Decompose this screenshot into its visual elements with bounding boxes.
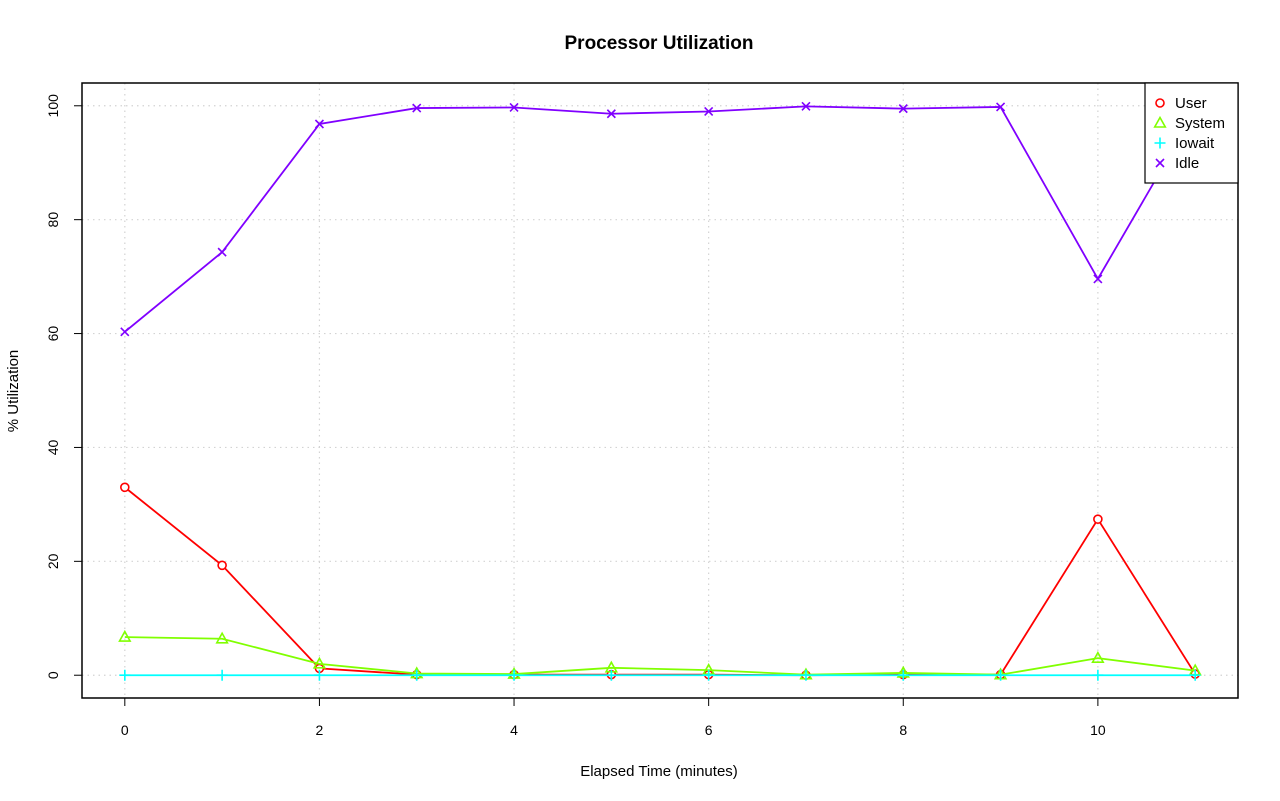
data-point-iowait	[119, 669, 131, 681]
data-point-idle	[606, 109, 616, 119]
legend-label-user: User	[1175, 95, 1207, 112]
data-point-iowait	[897, 669, 909, 681]
legend-label-iowait: Iowait	[1175, 135, 1215, 152]
data-point-iowait	[605, 669, 617, 681]
data-point-iowait	[995, 669, 1007, 681]
y-tick-label: 0	[45, 671, 61, 679]
data-point-iowait	[216, 669, 228, 681]
data-point-idle	[704, 106, 714, 117]
data-point-user	[1093, 514, 1103, 524]
series-layer	[118, 101, 1202, 681]
data-point-user	[217, 560, 227, 571]
data-point-idle	[314, 119, 324, 129]
x-tick-label: 2	[316, 722, 324, 738]
legend-marker-system	[1153, 115, 1167, 128]
data-point-iowait	[800, 669, 812, 681]
x-axis: 0 2 4 6 8 10	[121, 698, 1106, 738]
data-point-idle	[509, 102, 519, 113]
series-line-system	[124, 636, 1196, 676]
data-point-system	[1091, 650, 1105, 663]
y-tick-label: 100	[45, 94, 61, 118]
legend-marker-user	[1155, 98, 1165, 108]
data-point-iowait	[1189, 669, 1201, 681]
x-tick-label: 0	[121, 722, 129, 738]
x-tick-label: 10	[1090, 722, 1106, 738]
y-axis-label: % Utilization	[5, 350, 22, 433]
data-point-iowait	[703, 669, 715, 681]
data-point-iowait	[411, 669, 423, 681]
chart-title: Processor Utilization	[565, 33, 754, 54]
data-point-system	[215, 631, 229, 644]
x-axis-label: Elapsed Time (minutes)	[580, 763, 738, 780]
legend-marker-idle	[1155, 158, 1165, 168]
legend: User System Iowait Idle	[1144, 82, 1239, 184]
data-point-system	[312, 656, 327, 669]
data-point-user	[120, 482, 130, 493]
series-user	[120, 482, 1200, 681]
data-point-iowait	[1092, 669, 1104, 681]
y-tick-label: 40	[45, 439, 61, 455]
x-tick-label: 6	[705, 722, 713, 738]
plot-frame	[81, 82, 1239, 699]
data-point-system	[118, 629, 132, 642]
data-point-idle	[898, 104, 908, 114]
data-point-idle	[217, 247, 227, 257]
legend-label-system: System	[1175, 115, 1225, 132]
series-iowait	[119, 669, 1201, 681]
legend-label-idle: Idle	[1175, 155, 1199, 172]
data-point-iowait	[313, 669, 325, 681]
series-line-idle	[124, 105, 1196, 333]
legend-marker-iowait	[1154, 137, 1166, 149]
series-idle	[120, 101, 1200, 337]
y-tick-label: 60	[45, 326, 61, 342]
data-point-iowait	[508, 669, 520, 681]
data-point-idle	[996, 102, 1006, 112]
data-point-idle	[412, 103, 422, 113]
x-tick-label: 4	[510, 722, 518, 738]
x-tick-label: 8	[899, 722, 907, 738]
data-point-idle	[801, 101, 811, 111]
y-tick-label: 20	[45, 553, 61, 569]
data-point-idle	[120, 327, 130, 337]
data-point-idle	[1093, 274, 1103, 284]
series-system	[118, 629, 1202, 680]
grid-lines	[82, 83, 1238, 698]
series-line-user	[124, 486, 1196, 677]
y-tick-label: 80	[45, 212, 61, 228]
y-axis: 0 20 40 60 80 100	[45, 94, 82, 679]
